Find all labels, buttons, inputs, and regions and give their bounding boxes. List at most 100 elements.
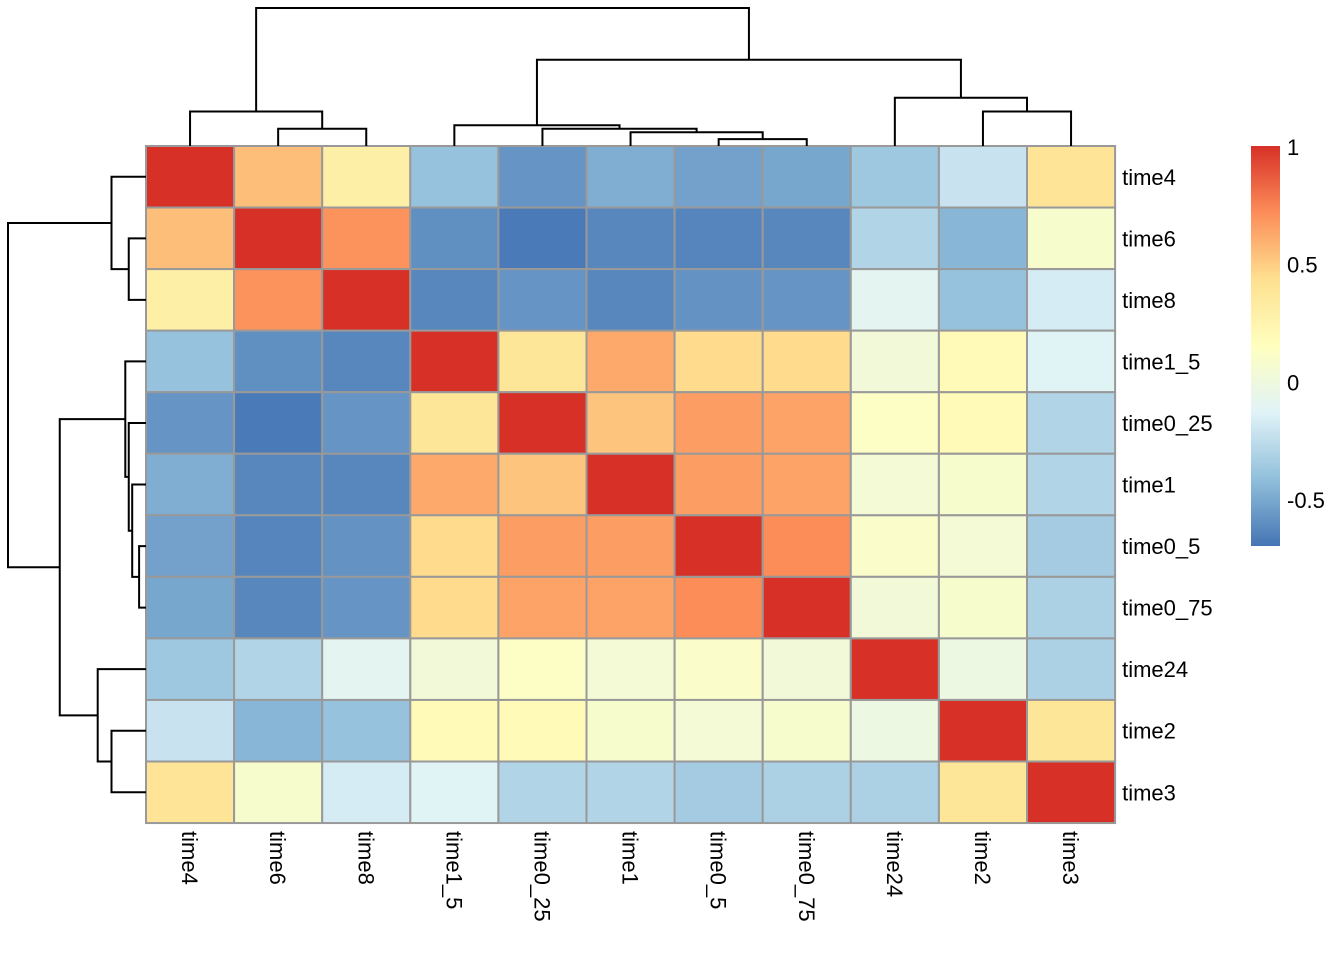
dendrogram-branch <box>96 668 146 763</box>
heatmap-cell <box>761 575 852 640</box>
column-label: time0_25 <box>529 831 554 922</box>
heatmap-cell <box>497 760 588 825</box>
column-label: time0_5 <box>706 831 731 909</box>
heatmap-cell <box>321 760 412 825</box>
heatmap-cell <box>409 637 500 701</box>
row-label: time0_75 <box>1122 596 1213 621</box>
heatmap-cell <box>585 698 676 763</box>
column-label: time0_75 <box>794 831 819 922</box>
heatmap-cell <box>585 760 676 825</box>
heatmap-cell <box>673 329 764 394</box>
heatmap-cell <box>497 268 588 332</box>
column-label: time2 <box>970 831 995 885</box>
dendrogram-branch <box>138 545 146 609</box>
heatmap-cell <box>233 145 324 209</box>
heatmap-cell <box>761 698 852 763</box>
heatmap-cell <box>585 514 676 578</box>
heatmap-cell <box>585 145 676 209</box>
heatmap-cell <box>849 760 940 825</box>
row-label: time8 <box>1122 288 1176 313</box>
heatmap-cell <box>1026 575 1117 640</box>
heatmap-cell <box>585 206 676 271</box>
row-label: time0_25 <box>1122 411 1213 436</box>
heatmap-cell <box>761 268 852 332</box>
heatmap-cell <box>673 452 764 517</box>
heatmap-cell <box>585 637 676 701</box>
heatmap-cell <box>585 452 676 517</box>
dendrogram-branch <box>127 237 146 301</box>
column-label: time8 <box>353 831 378 885</box>
heatmap-cell <box>497 329 588 394</box>
heatmap-cell <box>585 268 676 332</box>
heatmap-cell <box>321 145 412 209</box>
heatmap-cell <box>585 391 676 455</box>
dendrogram-branch <box>277 127 368 146</box>
heatmap-cell <box>673 206 764 271</box>
heatmap-cell <box>673 698 764 763</box>
row-label: time0_5 <box>1122 534 1200 559</box>
color-legend-ticks: 1 0.5 0 -0.5 <box>1287 135 1325 513</box>
row-label: time1 <box>1122 473 1176 498</box>
heatmap-cell <box>1026 514 1117 578</box>
heatmap-cell <box>849 452 940 517</box>
heatmap-cell <box>409 268 500 332</box>
heatmap-cell <box>673 145 764 209</box>
dendrogram-branch <box>58 418 126 717</box>
heatmap-cell <box>761 514 852 578</box>
heatmap-cell <box>1026 391 1117 455</box>
dendrogram-branch <box>7 221 112 569</box>
dendrogram-branch <box>717 138 808 146</box>
row-labels: time4 time6 time8 time1_5 time0_25 time1 time0… <box>1122 165 1213 806</box>
heatmap-cell <box>761 206 852 271</box>
legend-tick-label: -0.5 <box>1287 488 1325 513</box>
heatmap-cell <box>145 575 236 640</box>
heatmap-cell <box>761 391 852 455</box>
heatmap-cell <box>761 145 852 209</box>
dendrogram-branch <box>110 729 146 794</box>
heatmap-cell <box>849 206 940 271</box>
heatmap-cell <box>937 760 1029 825</box>
heatmap-cell <box>497 391 588 455</box>
heatmap-cell <box>937 452 1029 517</box>
heatmap-cell <box>145 452 236 517</box>
heatmap-cell <box>673 268 764 332</box>
heatmap-cell <box>233 698 324 763</box>
heatmap-cell <box>1026 452 1117 517</box>
heatmap-cell <box>145 514 236 578</box>
heatmap-cell <box>849 637 940 701</box>
heatmap-cell <box>409 698 500 763</box>
heatmap-cell <box>145 637 236 701</box>
heatmap-cell <box>321 452 412 517</box>
heatmap-cell <box>937 145 1029 209</box>
heatmap-cell <box>1026 268 1117 332</box>
column-label: time24 <box>882 831 907 897</box>
heatmap-cell <box>321 698 412 763</box>
heatmap-cell <box>673 760 764 825</box>
column-label: time4 <box>177 831 202 885</box>
heatmap-cell <box>673 391 764 455</box>
row-label: time2 <box>1122 719 1176 744</box>
heatmap-cell <box>409 760 500 825</box>
heatmap-cell <box>233 637 324 701</box>
heatmap-cell <box>937 391 1029 455</box>
heatmap-cell <box>673 514 764 578</box>
heatmap-cell <box>145 206 236 271</box>
heatmap-cell <box>937 698 1029 763</box>
color-legend-bar <box>1251 146 1280 546</box>
column-dendrogram <box>189 7 1073 146</box>
heatmap-cell <box>673 575 764 640</box>
heatmap-cell <box>849 514 940 578</box>
heatmap-cell <box>1026 760 1117 825</box>
dendrogram-branch <box>255 7 750 112</box>
heatmap-cell <box>849 698 940 763</box>
heatmap-cell <box>233 391 324 455</box>
heatmap-cell <box>937 329 1029 394</box>
heatmap-cell <box>233 575 324 640</box>
heatmap-cell <box>585 329 676 394</box>
column-label: time1_5 <box>441 831 466 909</box>
heatmap-cell <box>1026 329 1117 394</box>
heatmap-cell <box>233 329 324 394</box>
heatmap-cell <box>761 760 852 825</box>
heatmap-cell <box>321 575 412 640</box>
